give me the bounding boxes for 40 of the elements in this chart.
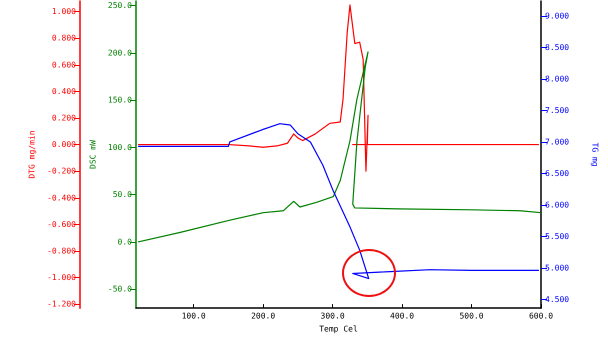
y2-tick-label: -50.0 — [108, 284, 132, 294]
y-tick-label: -0.600 — [47, 220, 76, 229]
y3-tick-label: 8.000 — [545, 74, 570, 84]
y-tick-label: -0.800 — [47, 246, 76, 256]
y-tick-label: 0.600 — [52, 60, 76, 70]
y2-tick-label: 50.0 — [112, 190, 132, 200]
y-tick-label: 0.800 — [52, 34, 76, 43]
y3-tick-label: 4.500 — [545, 294, 570, 304]
y-tick-label: 0.000 — [52, 140, 76, 150]
x-tick-label: 200.0 — [251, 312, 276, 321]
y2-tick-label: 100.0 — [108, 142, 132, 152]
y3-tick-label: 6.000 — [545, 200, 570, 210]
y3-tick-label: 8.500 — [545, 43, 570, 52]
x-tick-label: 600.0 — [528, 312, 554, 321]
y3-tick-label: 7.000 — [545, 137, 570, 146]
y3-tick-label: 7.500 — [545, 106, 570, 115]
y3-axis-title: TG mg — [590, 142, 600, 167]
x-tick-label: 300.0 — [320, 312, 345, 321]
x-tick-label: 500.0 — [459, 312, 484, 321]
y3-tick-label: 5.000 — [545, 263, 570, 272]
y3-tick-label: 6.500 — [545, 168, 570, 178]
y2-tick-label: 200.0 — [108, 48, 132, 58]
y-tick-label: 0.400 — [52, 86, 76, 96]
y2-tick-label: 150.0 — [108, 96, 132, 105]
y2-axis-title: DSC mW — [88, 140, 98, 170]
x-tick-label: 400.0 — [390, 312, 414, 321]
y2-tick-label: 250.0 — [108, 1, 132, 10]
y3-tick-label: 5.500 — [545, 232, 570, 241]
x-tick-label: 100.0 — [182, 312, 206, 321]
y-tick-label: -1.200 — [47, 300, 76, 309]
line-series — [137, 4, 540, 172]
x-axis-title: Temp Cel — [319, 324, 358, 334]
y-tick-label: 1.000 — [52, 7, 76, 16]
y3-tick-label: 9.000 — [545, 12, 570, 21]
y2-tick-label: 0.0 — [118, 237, 132, 246]
y-axis-title: DTG mg/min — [28, 130, 37, 179]
y-tick-label: 0.200 — [52, 113, 76, 122]
y-tick-label: -1.000 — [47, 273, 76, 282]
y-tick-label: -0.200 — [47, 166, 76, 176]
y-tick-label: -0.400 — [47, 193, 76, 202]
